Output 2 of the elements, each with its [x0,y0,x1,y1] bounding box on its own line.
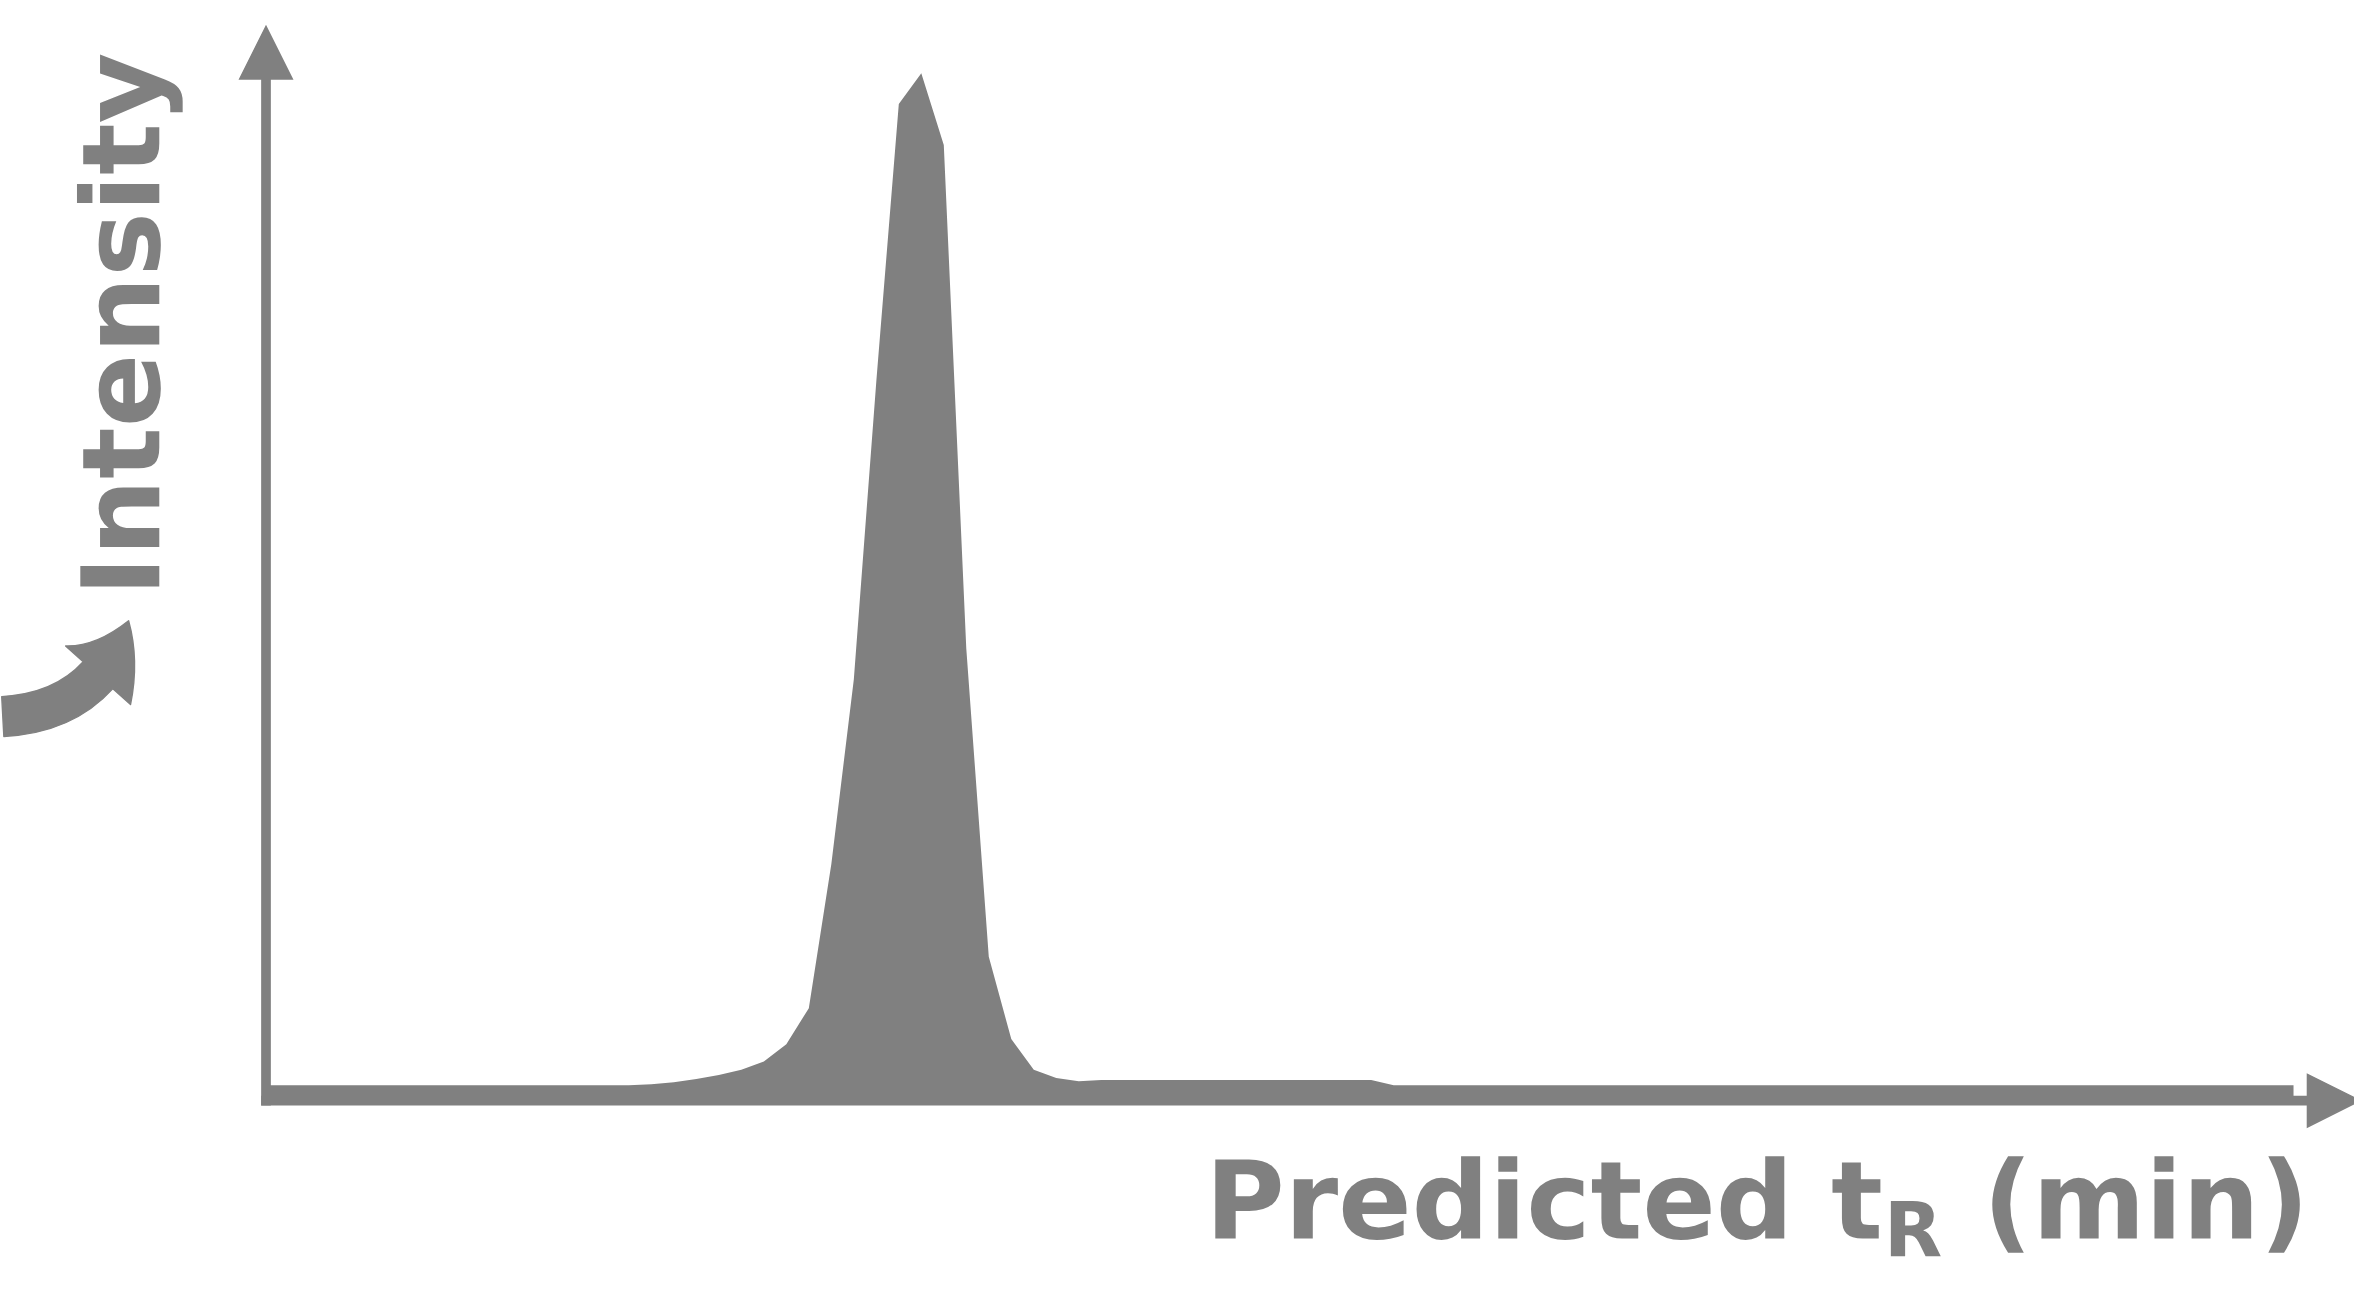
y-axis-title: Intensity [76,54,183,587]
x-axis-title: Predicted t$_{R}$ (min) [1215,1156,2300,1257]
